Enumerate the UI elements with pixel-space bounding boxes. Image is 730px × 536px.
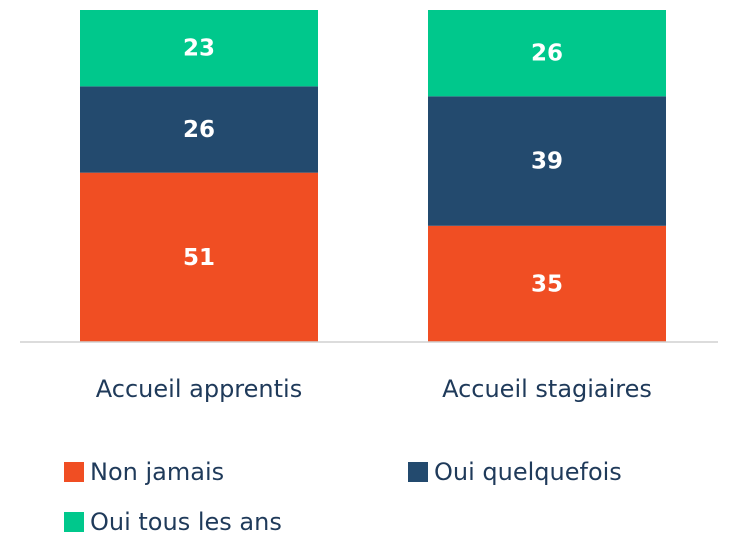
- bar-segment: [80, 10, 318, 87]
- data-label: 26: [531, 41, 563, 67]
- x-tick-label: Accueil stagiaires: [442, 375, 652, 403]
- bar-segment: [80, 172, 318, 342]
- bar-segment: [428, 96, 666, 226]
- legend-swatch: [408, 462, 428, 482]
- x-tick-label: Accueil apprentis: [96, 375, 302, 403]
- data-label: 51: [183, 245, 215, 271]
- legend-label: Oui tous les ans: [90, 508, 282, 536]
- data-label: 26: [183, 117, 215, 143]
- bar-segment: [428, 225, 666, 342]
- bar-segment: [80, 86, 318, 173]
- legend-swatch: [64, 462, 84, 482]
- legend-swatch: [64, 512, 84, 532]
- legend-label: Non jamais: [90, 458, 224, 486]
- data-label: 39: [531, 149, 563, 175]
- data-label: 35: [531, 271, 563, 297]
- bar-segment: [428, 10, 666, 97]
- data-label: 23: [183, 36, 215, 62]
- legend-label: Oui quelquefois: [434, 458, 622, 486]
